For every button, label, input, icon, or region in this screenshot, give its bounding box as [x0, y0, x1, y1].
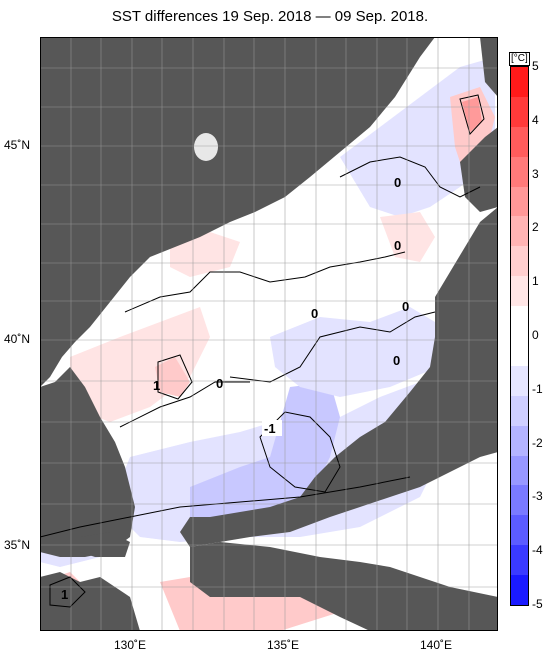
contour-label-zero-3: 0 [402, 299, 409, 314]
land-hokkaido [460, 127, 498, 212]
colorbar-tick-label: -5 [532, 597, 543, 611]
colorbar-segment [511, 216, 528, 247]
colorbar-segment [511, 545, 528, 576]
colorbar-segment [511, 126, 528, 158]
colorbar-segment [511, 455, 528, 486]
colorbar-segment [511, 246, 528, 277]
colorbar-segment [511, 96, 528, 128]
colorbar-segment [511, 156, 528, 188]
contour-label-zero-6: 0 [216, 376, 223, 391]
map-title: SST differences 19 Sep. 2018 — 09 Sep. 2… [111, 8, 429, 25]
colorbar-tick-label: 0 [532, 328, 539, 342]
colorbar-segment [511, 395, 528, 427]
contour-coast-lower [40, 476, 411, 538]
colorbar-segment [511, 336, 528, 367]
colorbar-segment [511, 515, 528, 546]
land-island-west [80, 532, 130, 557]
colorbar-tick-label: -3 [532, 489, 543, 504]
colorbar-tick-label: 3 [532, 166, 539, 181]
contour-label-zero-2: 0 [394, 238, 401, 253]
lat-label-40: 40˚N [4, 332, 31, 346]
contour-zero-b [229, 311, 436, 383]
colorbar-segment [511, 425, 528, 457]
lon-label-135: 135˚E [267, 638, 300, 652]
land-korea [40, 367, 135, 557]
contour-zero-d [119, 381, 250, 428]
contour-pos1-west [157, 354, 193, 400]
neg-region-central [270, 307, 438, 397]
pos-region-northwest [170, 232, 240, 277]
lat-label-35: 35˚N [4, 538, 31, 552]
colorbar-segment [511, 575, 528, 606]
contour-label-neg1: -1 [264, 421, 276, 436]
contour-label-pos1-sw: 1 [61, 587, 68, 602]
contour-label-zero-1: 0 [394, 175, 401, 190]
colorbar-segment [511, 306, 528, 337]
lon-label-130: 130˚E [114, 638, 147, 652]
land-japan-south [190, 542, 498, 631]
contour-label-bg [262, 420, 282, 436]
colorbar-tick-label: 4 [532, 112, 539, 127]
colorbar-unit: [°C] [509, 52, 530, 66]
colorbar-tick-label: 5 [532, 59, 539, 73]
pos-region-east [380, 212, 435, 262]
sst-map: 0 0 0 0 0 0 -1 1 1 [40, 37, 498, 631]
colorbar-segment [511, 67, 528, 98]
colorbar-tick-label: -4 [532, 543, 543, 558]
colorbar-tick-label: -2 [532, 435, 543, 450]
lat-label-45: 45˚N [4, 138, 31, 152]
contour-neg1 [259, 411, 341, 493]
colorbar-segment [511, 276, 528, 307]
map-frame [40, 37, 498, 631]
colorbar-segment [511, 365, 528, 397]
colorbar-tick-label: 1 [532, 274, 539, 289]
pos-region-ne-core [462, 97, 482, 132]
colorbar-tick-label: -1 [532, 381, 543, 396]
pos-region-west-core [155, 357, 190, 397]
colorbar-segment [511, 485, 528, 516]
colorbar [510, 66, 529, 606]
contour-label-zero-5: 0 [393, 353, 400, 368]
contour-label-zero-4: 0 [311, 306, 318, 321]
contour-label-pos1-west: 1 [153, 378, 160, 393]
pos-region-west [70, 307, 210, 422]
contour-pos1-ne [459, 94, 485, 135]
contour-lines [40, 94, 485, 608]
land [40, 37, 498, 631]
colorbar-segment [511, 186, 528, 217]
lon-label-140: 140˚E [420, 638, 453, 652]
land-sakhalin [480, 37, 498, 97]
contour-zero-a [124, 251, 406, 313]
colorbar-tick-label: 2 [532, 220, 539, 235]
land-eurasia [40, 37, 435, 387]
sst-map-svg: 0 0 0 0 0 0 -1 1 1 [40, 37, 498, 631]
contour-pos1-sw [49, 576, 86, 608]
contour-label-group: 0 0 0 0 0 0 -1 1 1 [61, 175, 409, 602]
land-japan-main [180, 207, 498, 547]
lake-khanka [194, 133, 218, 161]
contour-zero-c [339, 156, 481, 198]
